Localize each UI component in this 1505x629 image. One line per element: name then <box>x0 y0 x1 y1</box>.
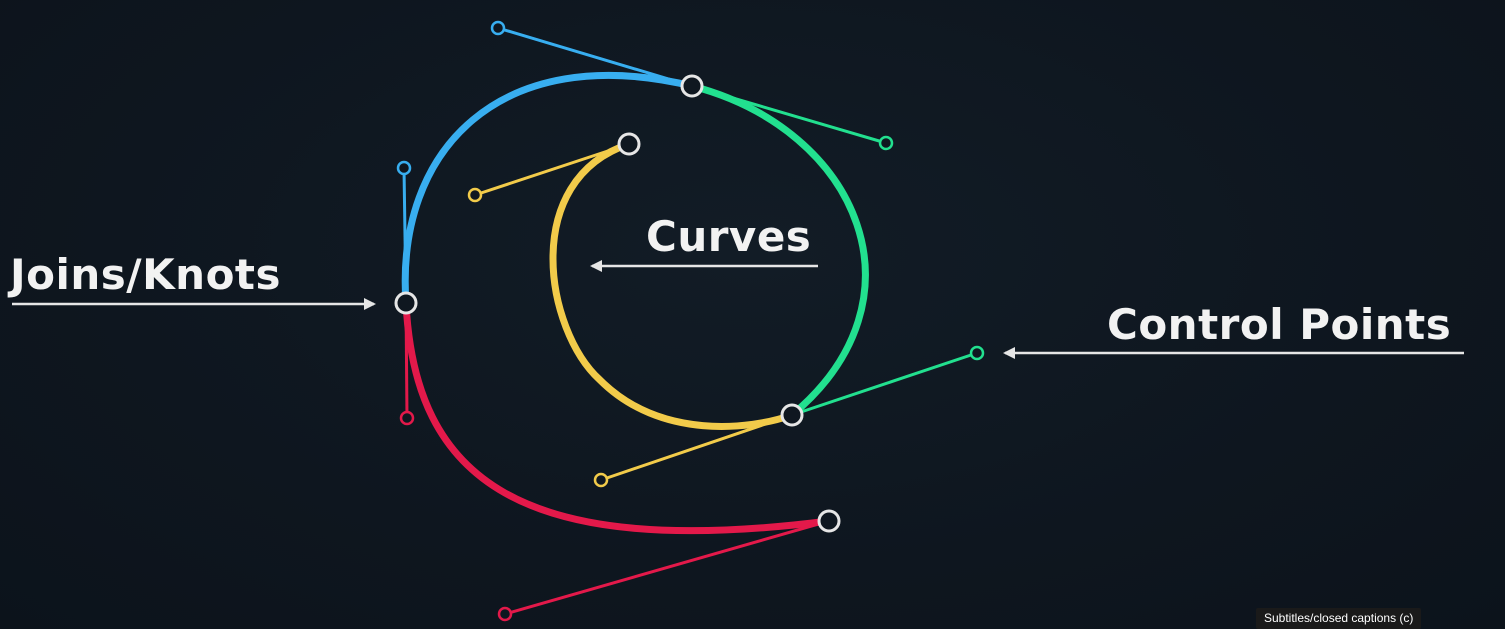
knot-top <box>680 74 704 98</box>
captions-tooltip: Subtitles/closed captions (c) <box>1256 608 1422 629</box>
knot-left <box>394 291 418 315</box>
control-point-red-bottom <box>497 606 513 622</box>
control-point-blue-left <box>396 160 412 176</box>
curves-label: Curves <box>646 212 812 261</box>
red-handle-line-bottom <box>504 519 830 616</box>
control-points-label: Control Points <box>1107 300 1452 349</box>
yellow-curve-segment <box>549 140 796 430</box>
knot-end <box>817 509 841 533</box>
control-point-yellow-bottom <box>593 472 609 488</box>
control-point-blue-top <box>490 20 506 36</box>
control-point-yellow-top <box>467 187 483 203</box>
red-curve-segment <box>402 299 833 535</box>
blue-curve-segment <box>401 72 696 307</box>
control-point-green-bottom <box>969 345 985 361</box>
green-curve-segment <box>688 82 869 419</box>
joins-knots-label: Joins/Knots <box>10 250 281 299</box>
control-point-green-top <box>878 135 894 151</box>
control-point-red-top <box>399 410 415 426</box>
knot-inner-start <box>617 132 641 156</box>
green-handle-line-bottom <box>791 351 978 417</box>
knot-bottom-right <box>780 403 804 427</box>
